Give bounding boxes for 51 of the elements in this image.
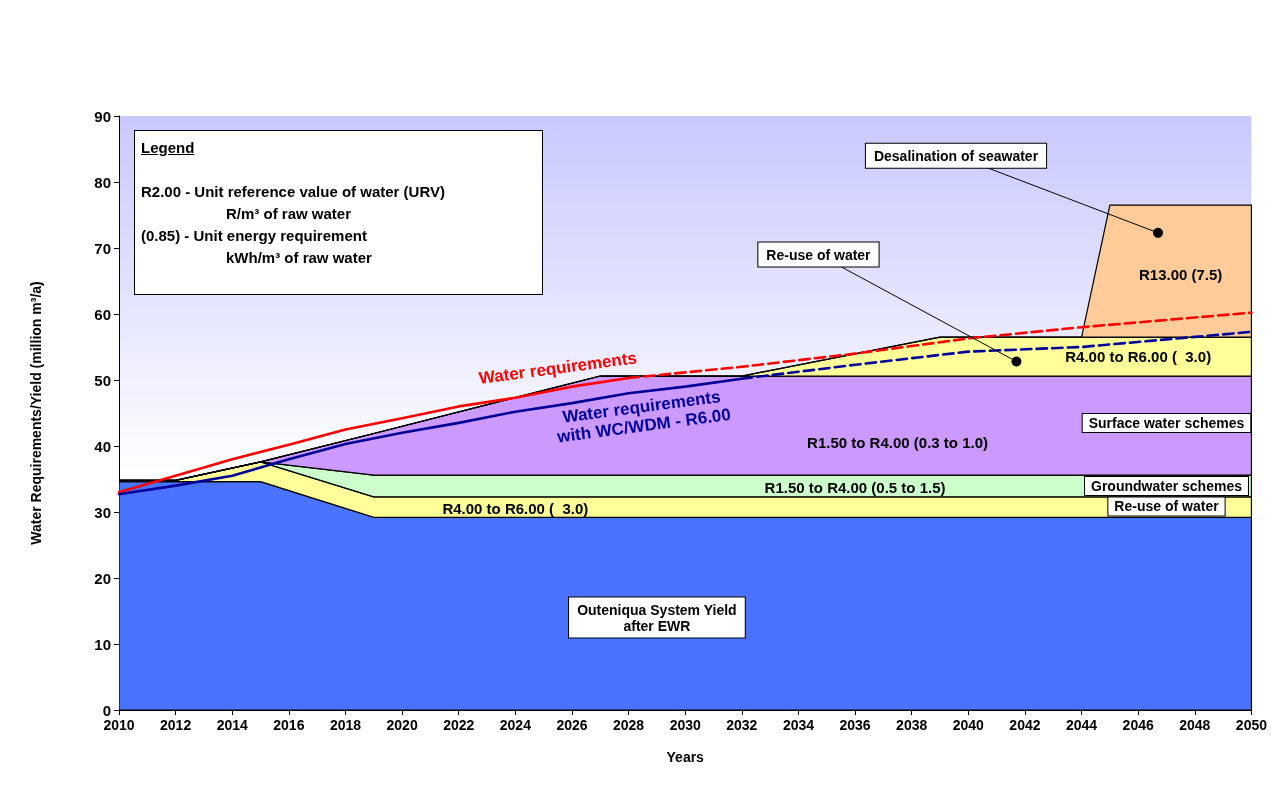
annotation: kWh/m³ of raw water (225, 248, 373, 268)
annotation: Re-use of water (766, 246, 872, 263)
annotation: R4.00 to R6.00 ( 3.0) (1065, 348, 1212, 366)
annotation: Legend (141, 138, 196, 158)
x-tick-label: 2026 (556, 717, 588, 733)
y-tick-label: 50 (94, 371, 111, 389)
y-tick-label: 60 (94, 305, 111, 323)
x-tick-label: 2040 (952, 717, 985, 733)
annotation: R1.50 to R4.00 (0.3 to 1.0) (807, 434, 988, 452)
annotation: R13.00 (7.5) (1138, 265, 1223, 283)
y-tick-label: 10 (94, 635, 111, 653)
x-tick-label: 2030 (669, 717, 701, 733)
x-tick-label: 2024 (499, 717, 532, 733)
x-tick-label: 2042 (1009, 717, 1041, 733)
y-tick-label: 80 (94, 173, 111, 191)
y-tick-label: 0 (102, 701, 111, 719)
x-tick-label: 2038 (896, 717, 928, 733)
annotation: Desalination of seawater (873, 147, 1039, 164)
x-tick-label: 2044 (1065, 717, 1098, 733)
x-tick-label: 2016 (273, 717, 305, 733)
annotation: R/m³ of raw water (225, 204, 353, 224)
x-tick-label: 2012 (160, 717, 192, 733)
y-tick-label: 20 (94, 569, 111, 587)
x-tick-label: 2028 (613, 717, 645, 733)
annotation: (0.85) - Unit energy requirement (141, 226, 368, 246)
annotation: R2.00 - Unit reference value of water (URV) (141, 182, 446, 202)
annotation: Surface water schemes (1088, 414, 1245, 431)
x-tick-label: 2022 (443, 717, 475, 733)
annotation: R1.50 to R4.00 (0.5 to 1.5) (764, 479, 946, 497)
x-tick-label: 2034 (782, 717, 815, 733)
annotation: R4.00 to R6.00 ( 3.0) (442, 500, 589, 518)
x-tick-label: 2010 (103, 717, 135, 733)
y-tick-label: 70 (94, 239, 111, 257)
x-tick-label: 2014 (216, 717, 249, 733)
x-tick-label: 2050 (1235, 717, 1268, 733)
y-tick-label: 30 (94, 503, 111, 521)
y-axis-title: Water Requirements/Yield (million m³/a) (28, 281, 44, 545)
annotation: Water requirements (477, 348, 638, 388)
y-tick-label: 40 (94, 437, 111, 455)
y-tick-label: 90 (94, 107, 111, 125)
x-tick-label: 2046 (1122, 717, 1154, 733)
x-tick-label: 2018 (329, 717, 362, 733)
x-tick-label: 2048 (1179, 717, 1211, 733)
annotation: Water requirements with WC/WDM - R6.00 (555, 387, 732, 447)
x-axis-title: Years (666, 749, 705, 765)
x-tick-label: 2020 (386, 717, 418, 733)
x-tick-label: 2036 (839, 717, 871, 733)
annotation: Outeniqua System Yield after EWR (577, 601, 737, 634)
annotation: Re-use of water (1114, 498, 1220, 515)
x-tick-label: 2032 (726, 717, 758, 733)
annotation: Groundwater schemes (1091, 477, 1243, 494)
